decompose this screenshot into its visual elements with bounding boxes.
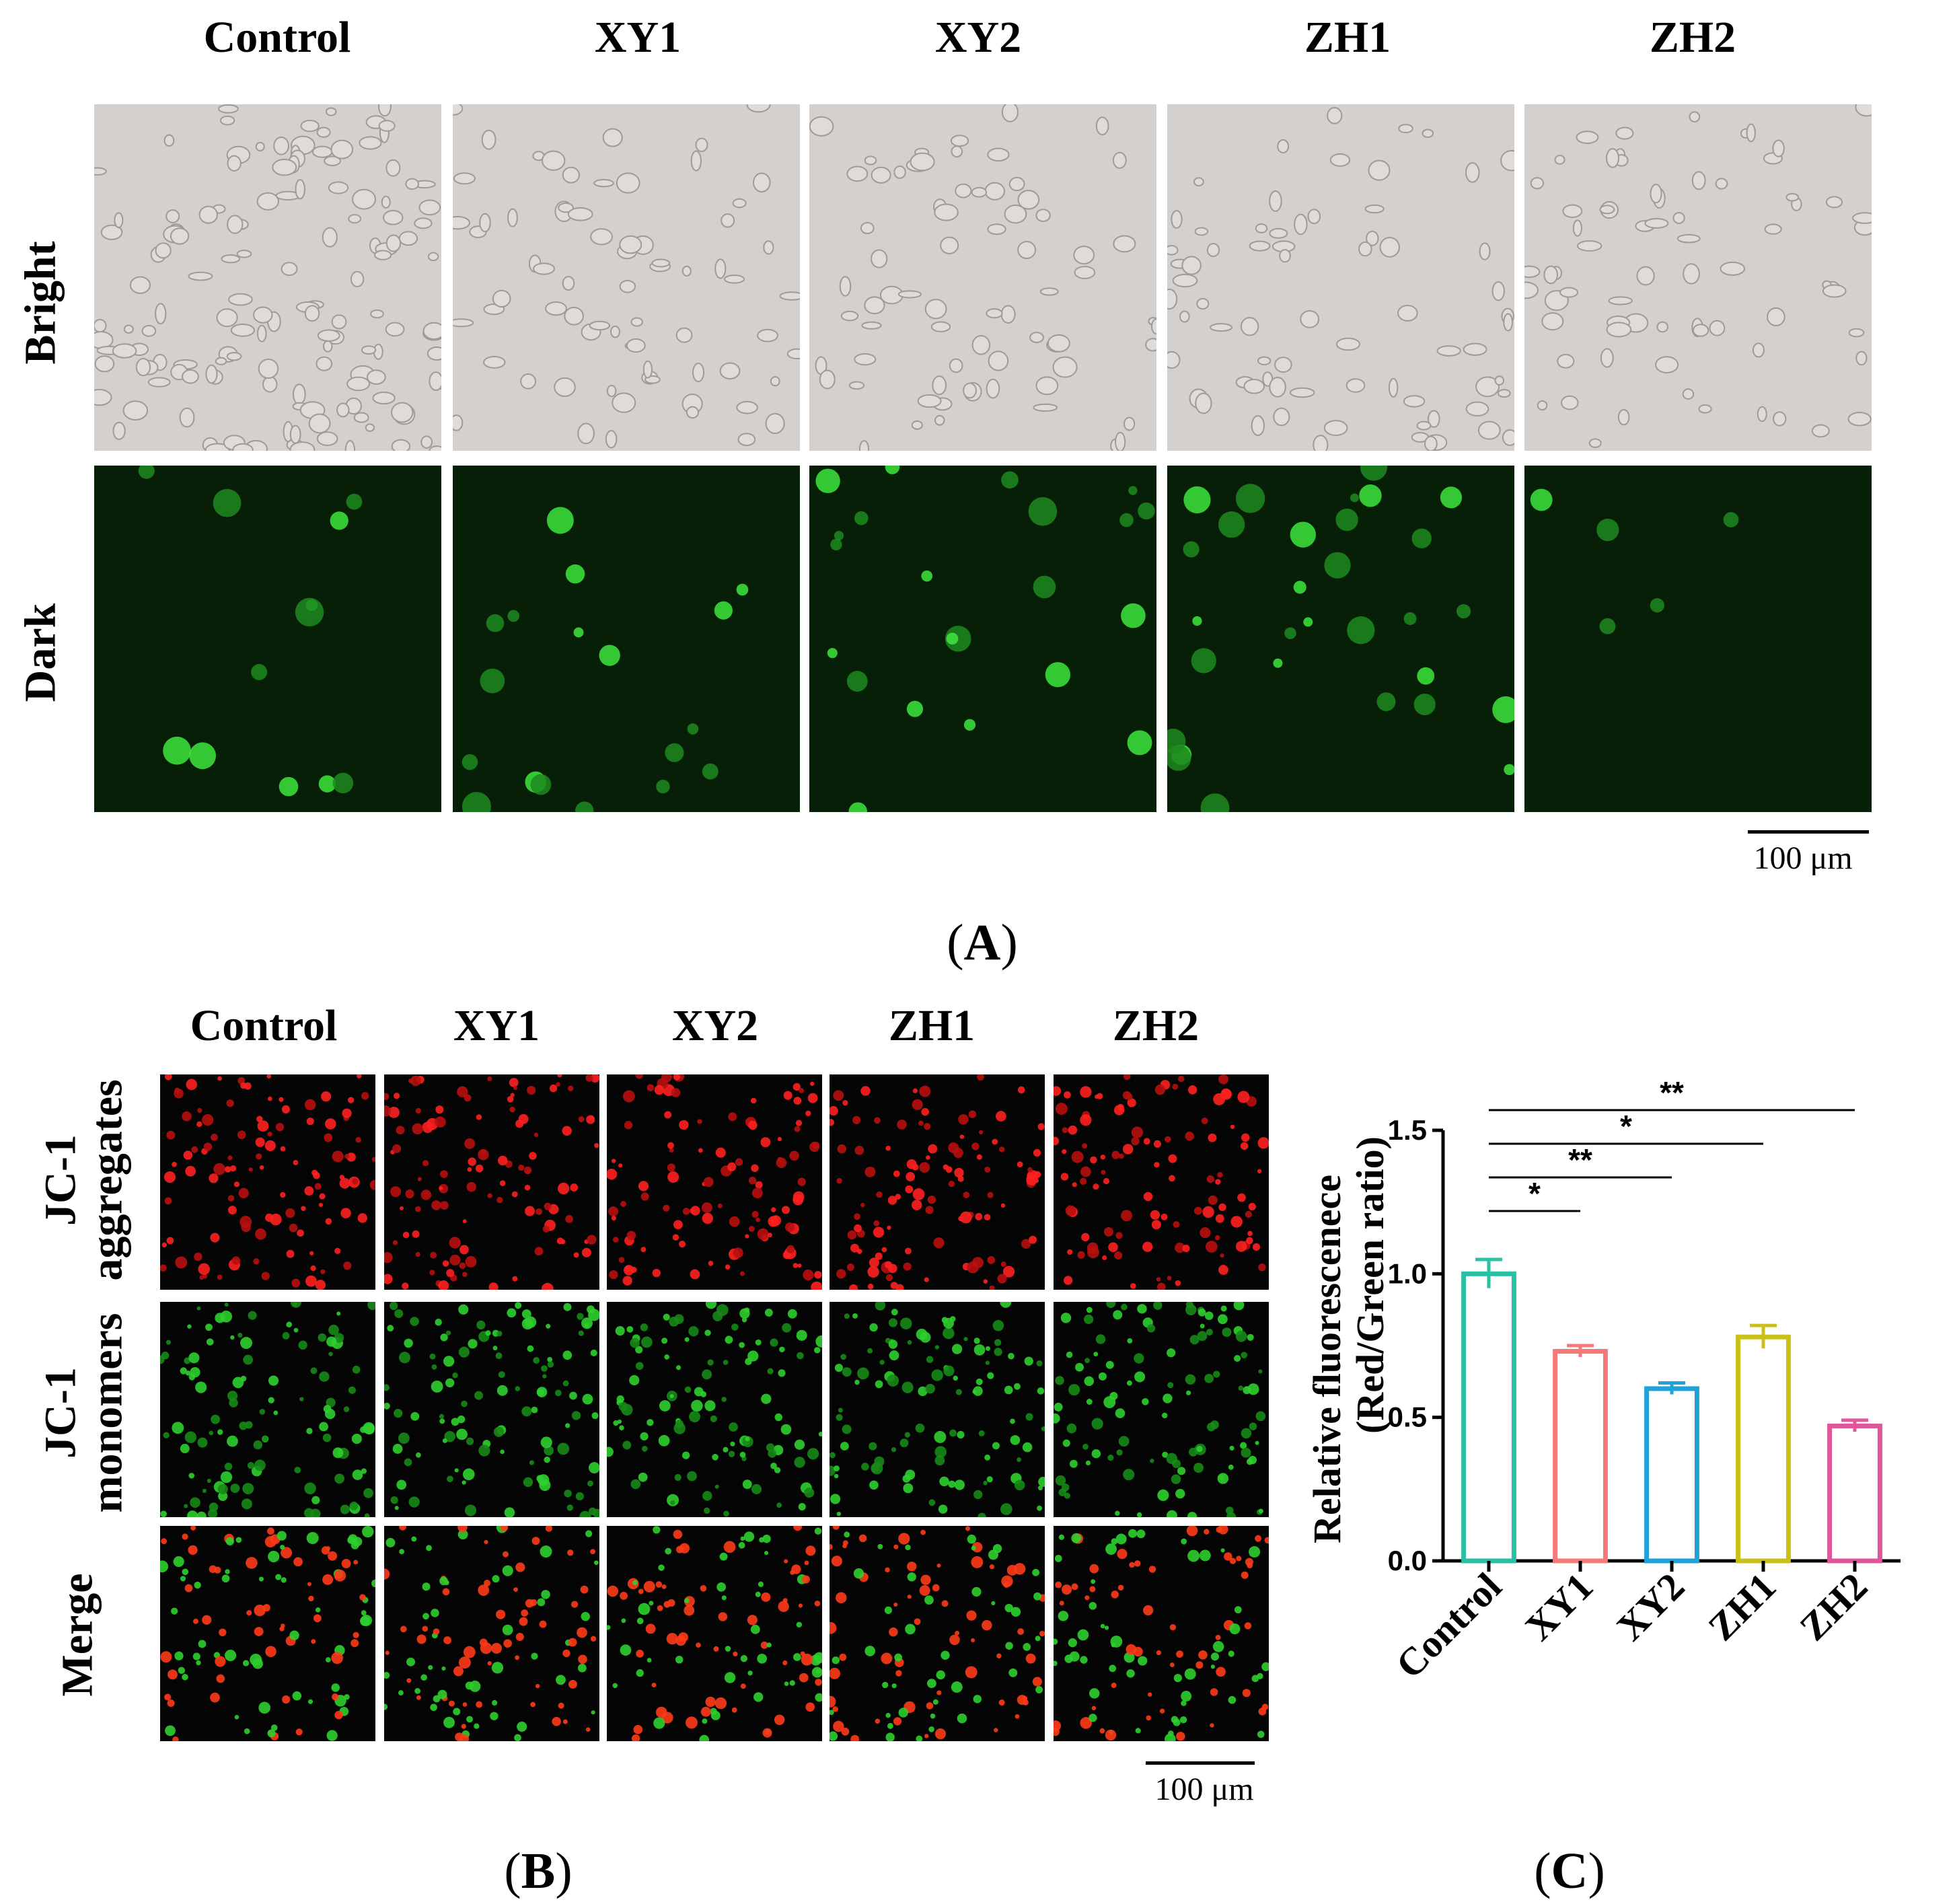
panel-b-red-image-zh1 [830, 1074, 1045, 1290]
panel-b-green-image-xy1 [384, 1302, 599, 1517]
panel-b-letter: (B) [504, 1843, 573, 1899]
panel-a-col-zh1: ZH1 [1304, 13, 1391, 62]
panel-b-merge-image-xy2 [607, 1526, 822, 1741]
bar-control [1461, 1271, 1516, 1564]
panel-a-scale-bar [1748, 830, 1869, 834]
panel-b-merge-image-control [160, 1526, 375, 1741]
y-tick-label: 0.5 [1388, 1401, 1427, 1433]
panel-b-col-xy1: XY1 [453, 1001, 540, 1050]
panel-b-col-zh2: ZH2 [1112, 1001, 1200, 1050]
significance-label: * [1620, 1109, 1632, 1144]
panel-b-row-monomers: JC-1 monomers [36, 1313, 132, 1513]
panel-a-dark-image-zh2 [1524, 466, 1872, 812]
bar-xy2 [1644, 1386, 1699, 1564]
panel-b-row-aggregates: JC-1 aggregates [36, 1079, 132, 1281]
panel-a-col-xy2: XY2 [934, 13, 1022, 62]
panel-b-red-image-zh2 [1054, 1074, 1269, 1290]
panel-a-bright-image-control [94, 104, 441, 451]
panel-a-bright-image-zh1 [1167, 104, 1514, 451]
panel-b-red-image-control [160, 1074, 375, 1290]
panel-a-letter: (A) [947, 914, 1018, 971]
panel-a-bright-image-xy1 [453, 104, 800, 451]
panel-b-merge-image-zh1 [830, 1526, 1045, 1741]
panel-a-row-dark: Dark [15, 603, 65, 702]
significance-label: * [1528, 1176, 1541, 1211]
panel-b-red-image-xy1 [384, 1074, 599, 1290]
panel-b-green-image-zh2 [1054, 1302, 1269, 1517]
y-tick-label: 1.0 [1388, 1257, 1427, 1289]
panel-b-green-image-xy2 [607, 1302, 822, 1517]
panel-a-dark-image-zh1 [1167, 466, 1514, 812]
panel-b-scale-label: 100 μm [1154, 1771, 1254, 1807]
panel-a-col-zh2: ZH2 [1649, 13, 1736, 62]
panel-b-scale-bar [1146, 1761, 1255, 1765]
bar-xy1 [1553, 1349, 1608, 1564]
panel-a-col-xy1: XY1 [594, 13, 681, 62]
panel-b-col-control: Control [190, 1001, 338, 1050]
bar-zh1 [1736, 1334, 1791, 1564]
panel-a-dark-image-control [94, 466, 441, 812]
panel-b-green-image-zh1 [830, 1302, 1045, 1517]
y-tick-label: 1.5 [1388, 1114, 1427, 1146]
panel-a-dark-image-xy1 [453, 466, 800, 812]
panel-b-col-zh1: ZH1 [888, 1001, 975, 1050]
x-tick-label: XY2 [1608, 1564, 1693, 1649]
x-tick-label: ZH2 [1791, 1564, 1876, 1649]
panel-c-letter: (C) [1534, 1843, 1605, 1899]
panel-a-dark-image-xy2 [809, 466, 1156, 812]
x-tick-label: Control [1387, 1564, 1510, 1687]
significance-label: ** [1568, 1142, 1592, 1177]
panel-a-bright-image-zh2 [1524, 104, 1872, 451]
panel-b-col-xy2: XY2 [671, 1001, 759, 1050]
x-tick-label: XY1 [1516, 1564, 1601, 1649]
panel-b-row-merge: Merge [52, 1573, 102, 1697]
y-axis-label-line2: (Red/Green ratio) [1348, 1136, 1392, 1434]
x-tick-label: ZH1 [1699, 1564, 1784, 1649]
significance-label: ** [1660, 1075, 1684, 1110]
panel-a-col-control: Control [203, 13, 351, 62]
panel-b-green-image-control [160, 1302, 375, 1517]
panel-b-merge-image-xy1 [384, 1526, 599, 1741]
y-axis-label-line1: Relative fluorescenece [1305, 1175, 1349, 1543]
panel-a-scale-label: 100 μm [1753, 840, 1853, 876]
y-tick-label: 0.0 [1388, 1545, 1427, 1576]
panel-c-bar-chart: 0.0 0.5 1.0 1.5 Relative fluorescenece (Red/G… [1305, 1075, 1901, 1687]
panel-b-merge-image-zh2 [1054, 1526, 1269, 1741]
panel-a-row-bright: Bright [15, 241, 65, 365]
panel-b-red-image-xy2 [607, 1074, 822, 1290]
panel-a-bright-image-xy2 [809, 104, 1156, 451]
bar-zh2 [1827, 1423, 1882, 1564]
